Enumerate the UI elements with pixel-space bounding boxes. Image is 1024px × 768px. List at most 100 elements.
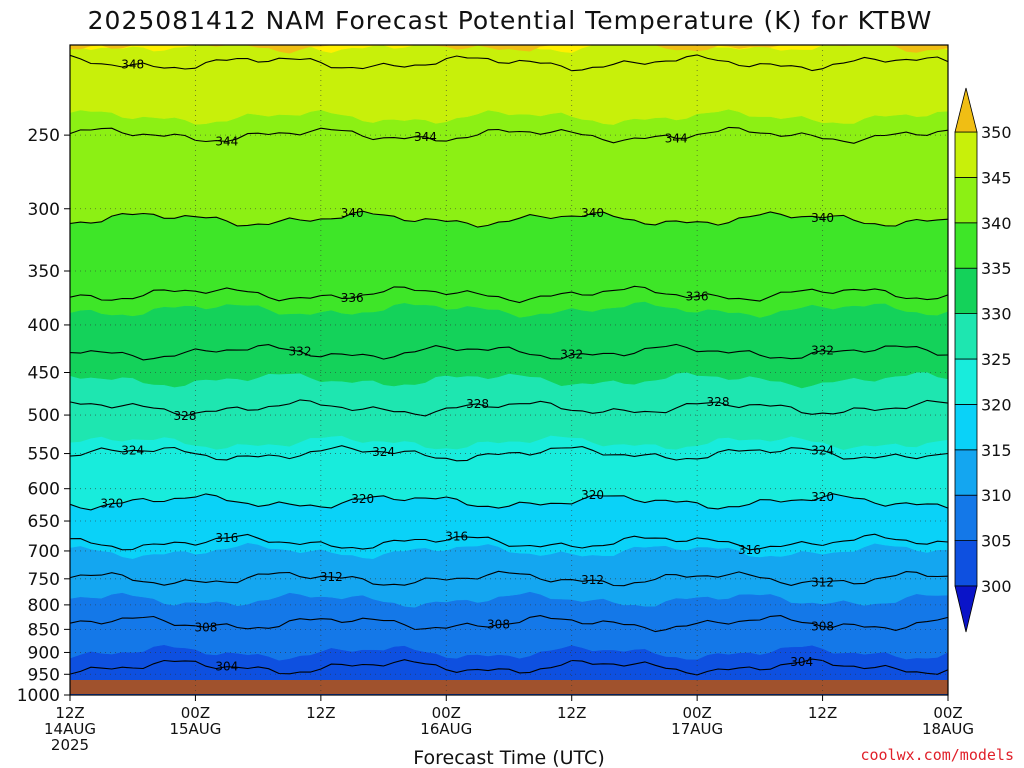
colorbar-bin	[954, 358, 978, 405]
x-tick-label: 00Z	[682, 704, 711, 722]
colorbar-tick-label: 330	[981, 305, 1012, 324]
colorbar: 300 305 310 315 320 325 330 335 340 345 350	[954, 87, 1012, 633]
y-tick-label: 250	[28, 126, 60, 146]
contour-label: 308	[487, 618, 510, 632]
contour-label: 348	[121, 58, 144, 72]
x-tick-label: 12Z	[557, 704, 586, 722]
colorbar-high-arrow	[954, 87, 978, 133]
colorbar-tick-label: 345	[981, 168, 1012, 187]
contour-label: 332	[560, 348, 583, 362]
contour-label: 316	[445, 530, 468, 544]
contour-label: 328	[466, 397, 489, 411]
x-tick-label: 18AUG	[922, 720, 974, 738]
contour-label: 332	[289, 344, 312, 358]
colorbar-bin	[954, 540, 978, 587]
contour-label: 304	[215, 660, 238, 674]
colorbar-tick-label: 305	[981, 532, 1012, 551]
colorbar-tick-label: 310	[981, 486, 1012, 505]
colorbar-tick-label: 315	[981, 441, 1012, 460]
contour-label: 312	[581, 573, 604, 587]
y-tick-label: 500	[28, 406, 60, 426]
y-tick-label: 750	[28, 570, 60, 590]
theta-contour-lines	[69, 54, 949, 676]
contour-line-344	[69, 126, 949, 144]
contour-label: 328	[174, 409, 197, 423]
y-tick-label: 850	[28, 620, 60, 640]
contour-label: 340	[811, 211, 834, 225]
ground-bar	[70, 680, 948, 694]
contour-label: 320	[351, 492, 374, 506]
y-tick-label: 550	[28, 445, 60, 465]
x-tick-label: 12Z	[55, 704, 84, 722]
colorbar-low-arrow	[954, 585, 978, 633]
x-tick-label: 15AUG	[169, 720, 221, 738]
colorbar-bin	[954, 222, 978, 269]
y-tick-label: 700	[28, 542, 60, 562]
y-tick-label: 300	[28, 200, 60, 220]
contour-line-304	[69, 658, 949, 676]
x-axis-label: Forecast Time (UTC)	[413, 747, 604, 768]
contour-line-308	[69, 615, 949, 633]
contour-label: 316	[738, 543, 761, 557]
y-tick-label: 800	[28, 596, 60, 616]
contour-label: 328	[707, 395, 730, 409]
colorbar-bin	[954, 267, 978, 315]
contour-label: 324	[121, 443, 144, 457]
contour-label: 308	[194, 620, 217, 634]
x-tick-label: 12Z	[306, 704, 335, 722]
colorbar-tick-label: 350	[981, 123, 1012, 142]
chart-title: 2025081412 NAM Forecast Potential Temper…	[88, 6, 933, 35]
contour-label: 312	[320, 570, 343, 584]
contour-line-312	[69, 570, 949, 587]
x-tick-label: 14AUG	[44, 720, 96, 738]
y-tick-label: 900	[28, 643, 60, 663]
contour-label: 304	[790, 655, 813, 669]
colorbar-tick-label: 325	[981, 350, 1012, 369]
x-tick-label: 00Z	[933, 704, 962, 722]
colorbar-bin	[954, 131, 978, 178]
credit-text: coolwx.com/models	[860, 746, 1014, 764]
colorbar-bin	[954, 313, 978, 360]
colorbar-bin	[954, 494, 978, 542]
contour-line-316	[69, 533, 949, 551]
y-tick-label: 400	[28, 316, 60, 336]
contour-label: 336	[686, 290, 709, 304]
theta-band-340-345	[69, 108, 949, 228]
contour-line-324	[69, 445, 949, 462]
y-tick-label: 350	[28, 262, 60, 282]
contour-label: 312	[811, 575, 834, 589]
colorbar-tick-label: 340	[981, 214, 1012, 233]
theta-band-345-350	[69, 44, 949, 125]
contour-label: 336	[341, 291, 364, 305]
theta-band-335-340	[69, 210, 949, 318]
colorbar-bin	[954, 176, 978, 224]
contour-label: 320	[581, 488, 604, 502]
contour-line-348	[69, 54, 949, 72]
x-tick-label: 00Z	[181, 704, 210, 722]
contour-label: 340	[341, 206, 364, 220]
x-tick-label: 16AUG	[420, 720, 472, 738]
theta-filled-field	[69, 44, 949, 696]
contour-line-320	[69, 493, 949, 511]
colorbar-tick-label: 335	[981, 259, 1012, 278]
colorbar-bin	[954, 449, 978, 496]
contour-line-336	[69, 285, 949, 304]
colorbar-tick-label: 320	[981, 395, 1012, 414]
plot-frame	[69, 44, 949, 696]
contour-label: 308	[811, 620, 834, 634]
y-tick-label: 600	[28, 480, 60, 500]
colorbar-tick-label: 300	[981, 577, 1012, 596]
y-tick-label: 950	[28, 665, 60, 685]
contour-label: 324	[372, 445, 395, 459]
x-tick-label: 00Z	[432, 704, 461, 722]
contour-line-332	[69, 343, 949, 361]
contour-label: 320	[811, 490, 834, 504]
contour-label: 320	[100, 497, 123, 511]
x-tick-label: 2025	[51, 736, 89, 754]
contour-label: 340	[581, 206, 604, 220]
contour-line-340	[69, 210, 949, 228]
